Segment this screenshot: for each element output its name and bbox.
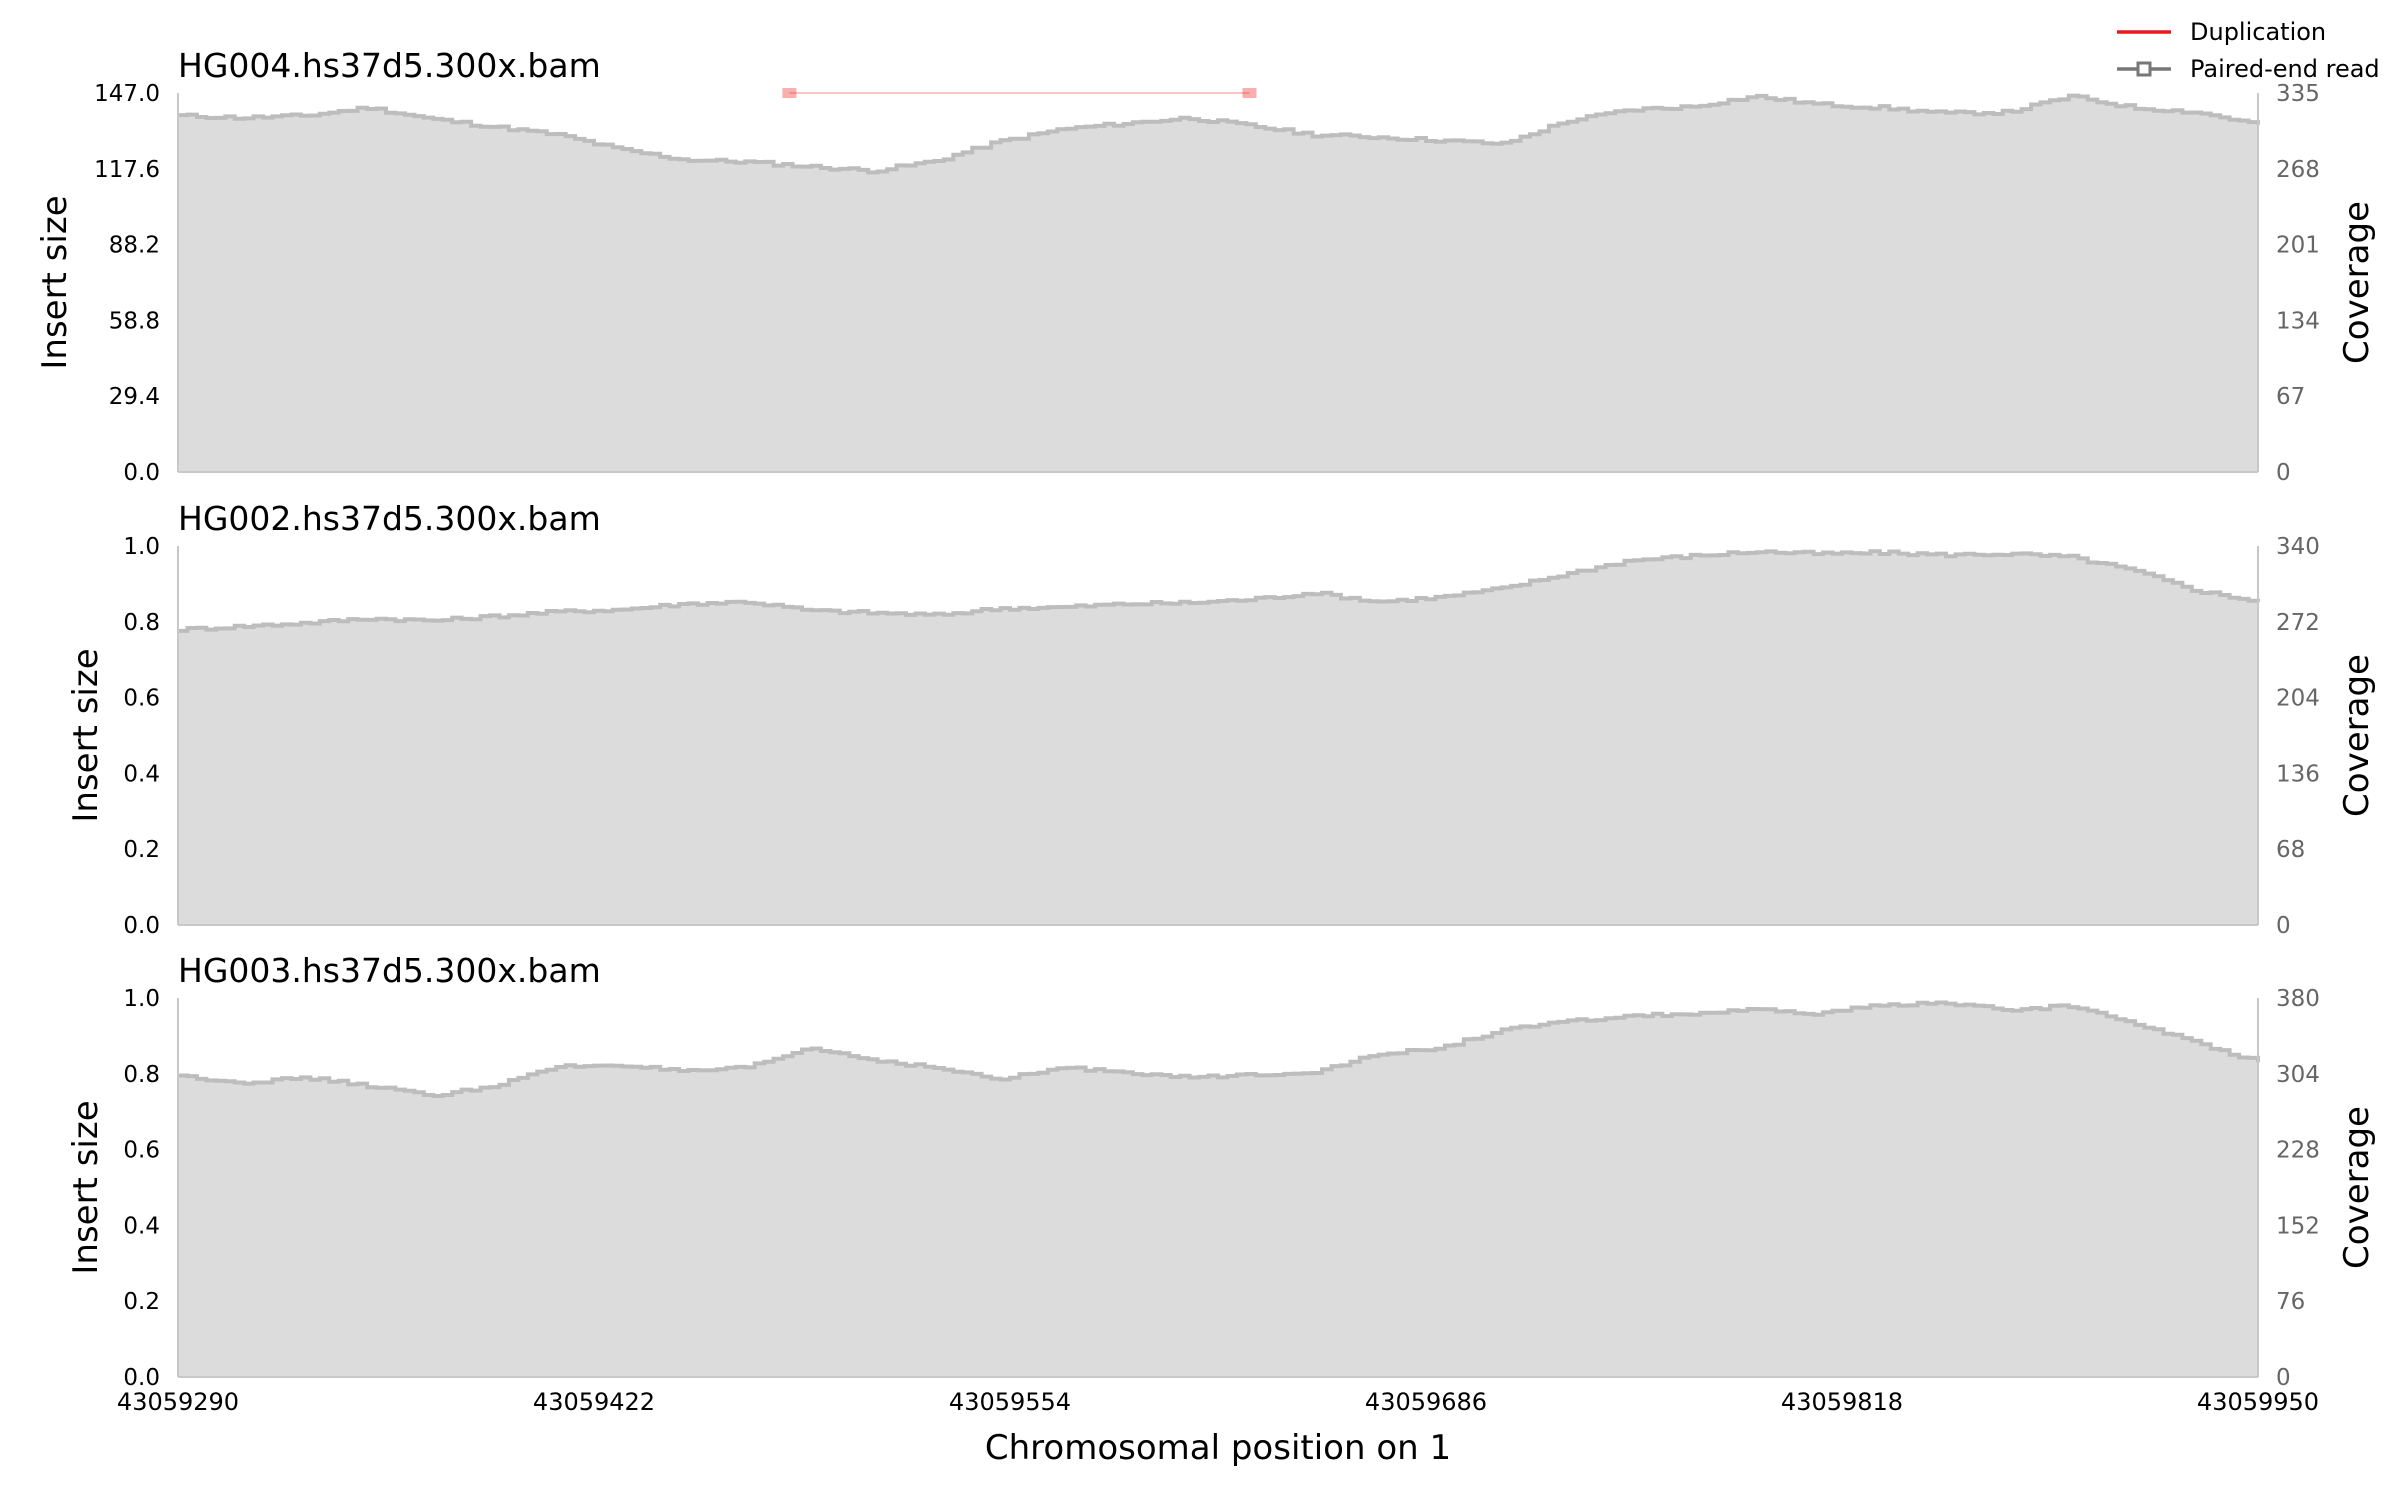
x-tick-label: 43059818 xyxy=(1781,1388,1903,1416)
y-tick-left-panel-3: 0.6 xyxy=(123,1138,160,1164)
panel-title-2: HG002.hs37d5.300x.bam xyxy=(178,499,601,538)
y-tick-left-panel-2: 1.0 xyxy=(123,534,160,560)
y-tick-left-panel-3: 1.0 xyxy=(123,986,160,1012)
y-tick-left-panel-1: 58.8 xyxy=(109,308,160,334)
panel-title-1: HG004.hs37d5.300x.bam xyxy=(178,46,601,85)
y-tick-right-panel-1: 0 xyxy=(2276,460,2291,486)
x-tick-label: 43059554 xyxy=(949,1388,1071,1416)
y-tick-left-panel-1: 88.2 xyxy=(109,233,160,259)
x-tick-label: 43059290 xyxy=(117,1388,239,1416)
y-tick-right-panel-1: 67 xyxy=(2276,384,2305,410)
y-tick-right-panel-1: 335 xyxy=(2276,81,2320,107)
y-tick-right-panel-2: 136 xyxy=(2276,761,2320,787)
y-tick-left-panel-3: 0.0 xyxy=(123,1365,160,1391)
y-tick-right-panel-2: 272 xyxy=(2276,610,2320,636)
x-tick-label: 43059422 xyxy=(533,1388,655,1416)
y-tick-left-panel-2: 0.6 xyxy=(123,686,160,712)
x-tick-label: 43059950 xyxy=(2197,1388,2319,1416)
y-tick-right-panel-2: 204 xyxy=(2276,686,2320,712)
y-tick-right-panel-3: 304 xyxy=(2276,1062,2320,1088)
y-axis-label-left-panel-1: Insert size xyxy=(35,195,75,369)
x-tick-label: 43059686 xyxy=(1365,1388,1487,1416)
y-tick-left-panel-1: 117.6 xyxy=(94,157,160,183)
y-tick-right-panel-3: 228 xyxy=(2276,1138,2320,1164)
y-tick-right-panel-1: 201 xyxy=(2276,233,2320,259)
duplication-read-start-marker xyxy=(782,88,797,98)
y-axis-label-right-panel-3: Coverage xyxy=(2337,1106,2377,1269)
y-tick-left-panel-2: 0.2 xyxy=(123,837,160,863)
y-axis-label-left-panel-3: Insert size xyxy=(66,1100,106,1274)
y-tick-left-panel-1: 29.4 xyxy=(109,384,160,410)
coverage-area-panel-2 xyxy=(178,551,2258,925)
x-axis-label: Chromosomal position on 1 xyxy=(985,1428,1451,1468)
y-axis-label-right-panel-1: Coverage xyxy=(2337,201,2377,364)
y-tick-left-panel-2: 0.8 xyxy=(123,610,160,636)
y-axis-label-left-panel-2: Insert size xyxy=(66,648,106,822)
y-tick-right-panel-2: 0 xyxy=(2276,913,2291,939)
y-tick-left-panel-2: 0.0 xyxy=(123,913,160,939)
legend-label: Duplication xyxy=(2190,18,2326,46)
coverage-line-panel-3 xyxy=(178,1000,2260,1098)
y-tick-right-panel-1: 268 xyxy=(2276,157,2320,183)
coverage-area-panel-1 xyxy=(178,95,2258,472)
y-tick-left-panel-3: 0.2 xyxy=(123,1289,160,1315)
legend-paired-end-marker xyxy=(2136,61,2152,77)
legend-label: Paired-end read xyxy=(2190,55,2380,83)
y-tick-right-panel-3: 0 xyxy=(2276,1365,2291,1391)
y-tick-right-panel-1: 134 xyxy=(2276,308,2320,334)
y-tick-right-panel-3: 380 xyxy=(2276,986,2320,1012)
y-tick-left-panel-3: 0.8 xyxy=(123,1062,160,1088)
duplication-read-end-marker xyxy=(1242,88,1257,98)
y-tick-right-panel-2: 340 xyxy=(2276,534,2320,560)
y-tick-left-panel-2: 0.4 xyxy=(123,761,160,787)
y-tick-right-panel-2: 68 xyxy=(2276,837,2305,863)
y-axis-label-right-panel-2: Coverage xyxy=(2337,654,2377,817)
coverage-line-panel-2 xyxy=(178,549,2260,633)
y-tick-left-panel-3: 0.4 xyxy=(123,1213,160,1239)
coverage-area-panel-3 xyxy=(178,1002,2258,1377)
y-tick-right-panel-3: 152 xyxy=(2276,1213,2320,1239)
coverage-line-panel-1 xyxy=(178,93,2260,175)
y-tick-right-panel-3: 76 xyxy=(2276,1289,2305,1315)
y-tick-left-panel-1: 0.0 xyxy=(123,460,160,486)
panel-title-3: HG003.hs37d5.300x.bam xyxy=(178,951,601,990)
y-tick-left-panel-1: 147.0 xyxy=(94,81,160,107)
